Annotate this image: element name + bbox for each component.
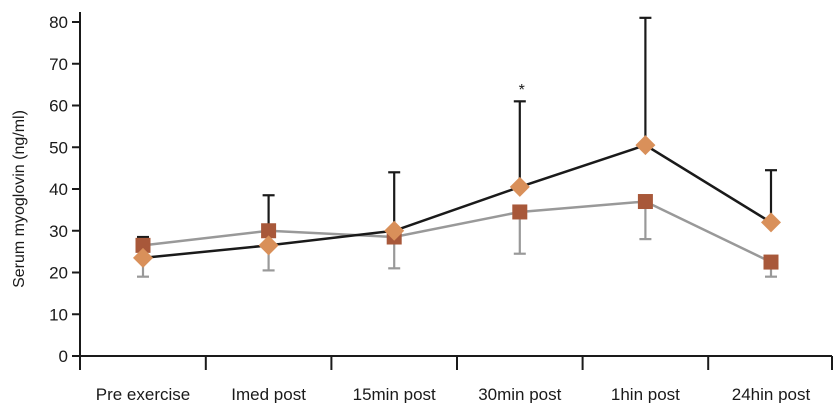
- y-tick-label: 40: [49, 180, 68, 199]
- data-point-diamond: [384, 220, 405, 241]
- series-line: [142, 143, 772, 260]
- x-tick-label: 24hin post: [732, 385, 811, 403]
- y-tick-label: 30: [49, 222, 68, 241]
- data-point-square: [512, 204, 528, 220]
- data-point-square: [637, 194, 653, 210]
- series-line: [142, 200, 772, 264]
- y-axis-title: Serum myoglovin (ng/ml): [11, 110, 28, 288]
- x-tick-label: Pre exercise: [96, 385, 190, 403]
- x-tick-label: Imed post: [231, 385, 306, 403]
- x-tick-label: 30min post: [478, 385, 561, 403]
- data-point-square: [135, 237, 151, 253]
- x-tick-label: 1hin post: [611, 385, 680, 403]
- data-point-diamond: [635, 135, 656, 156]
- y-tick-label: 70: [49, 55, 68, 74]
- y-tick-label: 50: [49, 138, 68, 157]
- data-point-square: [261, 223, 277, 239]
- y-tick-label: 60: [49, 97, 68, 116]
- significance-marker: *: [519, 82, 525, 99]
- y-tick-label: 10: [49, 305, 68, 324]
- y-tick-label: 80: [49, 13, 68, 32]
- data-point-diamond: [133, 247, 153, 268]
- data-point-diamond: [761, 212, 781, 233]
- y-tick-label: 20: [49, 264, 68, 283]
- data-point-diamond: [509, 176, 530, 197]
- data-point-diamond: [258, 235, 279, 256]
- data-point-square: [763, 254, 779, 270]
- y-tick-label: 0: [59, 347, 68, 366]
- x-tick-label: 15min post: [353, 385, 436, 403]
